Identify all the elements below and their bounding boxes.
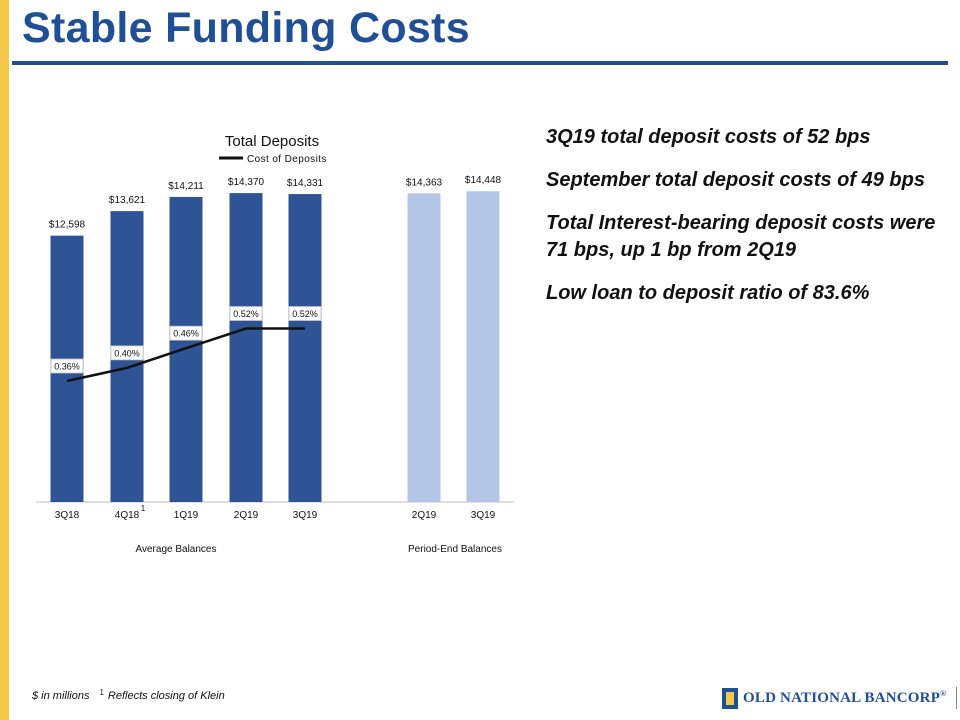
- bar-value-label-end-2q19: $14,363: [406, 177, 443, 188]
- category-label-avg-2q19: 2Q19: [234, 510, 259, 521]
- line-label-box-5-0: [50, 358, 84, 374]
- bar-value-label-avg-2q19: $14,370: [228, 177, 265, 188]
- category-label-end-3q19: 3Q19: [471, 510, 496, 521]
- logo-separator: [956, 687, 958, 709]
- line-label-box-5-4: [288, 306, 322, 321]
- bullet-loan-to-deposit: Low loan to deposit ratio of 83.6%: [546, 282, 870, 304]
- group-label-period-end: Period-End Balances: [408, 544, 502, 555]
- bar-avg-3q19: [288, 194, 322, 502]
- line-data-label-1q19: 0.46%: [173, 329, 199, 339]
- logo-text: OLD NATIONAL BANCORP®: [743, 689, 947, 706]
- left-accent-strip: [0, 0, 9, 720]
- category-footnote-marker: 1: [141, 504, 146, 513]
- bullet-september-costs: September total deposit costs of 49 bps: [546, 169, 925, 191]
- logo-mark-icon: [722, 687, 738, 709]
- bar-value-label-end-3q19: $14,448: [465, 175, 502, 186]
- line-data-label-2q19: 0.52%: [233, 309, 259, 319]
- category-label-avg-1q19: 1Q19: [174, 510, 199, 521]
- bar-end-2q19: [407, 193, 441, 502]
- line-label-box-5-1: [110, 345, 144, 361]
- category-label-avg-3q19: 3Q19: [293, 510, 318, 521]
- line-label-box-5-3: [229, 306, 263, 321]
- bullet-deposit-costs-3q19: 3Q19 total deposit costs of 52 bps: [546, 126, 871, 148]
- line-data-label-3q19: 0.52%: [292, 309, 318, 319]
- bar-value-label-avg-1q19: $14,211: [168, 181, 204, 192]
- category-label-end-2q19: 2Q19: [412, 510, 437, 521]
- line-label-box-5-2: [169, 325, 203, 341]
- group-label-average: Average Balances: [136, 544, 217, 555]
- title-underline: [12, 61, 948, 65]
- category-label-avg-4q18: 4Q18: [115, 510, 140, 521]
- line-data-label-4q18: 0.40%: [114, 348, 140, 358]
- bar-value-label-avg-3q19: $14,331: [287, 178, 324, 189]
- slide-title: Stable Funding Costs: [22, 4, 470, 52]
- bullet-interest-bearing-costs: Total Interest-bearing deposit costs wer…: [546, 212, 936, 261]
- category-label-avg-3q18: 3Q18: [55, 510, 80, 521]
- bar-end-3q19: [466, 191, 500, 503]
- bar-value-label-avg-4q18: $13,621: [109, 195, 146, 206]
- footnote-marker: 1: [99, 688, 104, 697]
- company-logo: OLD NATIONAL BANCORP® 32: [722, 687, 960, 709]
- footnote-units: $ in millions: [32, 690, 90, 702]
- line-data-label-3q18: 0.36%: [54, 362, 80, 372]
- footnote: $ in millions 1 Reflects closing of Klein: [32, 688, 225, 702]
- chart-title: Total Deposits: [225, 133, 319, 150]
- footnote-text: Reflects closing of Klein: [107, 690, 225, 702]
- total-deposits-chart: Total Deposits Cost of Deposits $12,598 3Q1…: [36, 133, 514, 555]
- bar-avg-2q19: [229, 193, 263, 502]
- bullet-list: 3Q19 total deposit costs of 52 bps Septe…: [546, 124, 946, 323]
- cost-of-deposits-line: [66, 327, 305, 383]
- bar-value-label-avg-3q18: $12,598: [49, 220, 86, 231]
- legend-label-cost-of-deposits: Cost of Deposits: [247, 154, 327, 165]
